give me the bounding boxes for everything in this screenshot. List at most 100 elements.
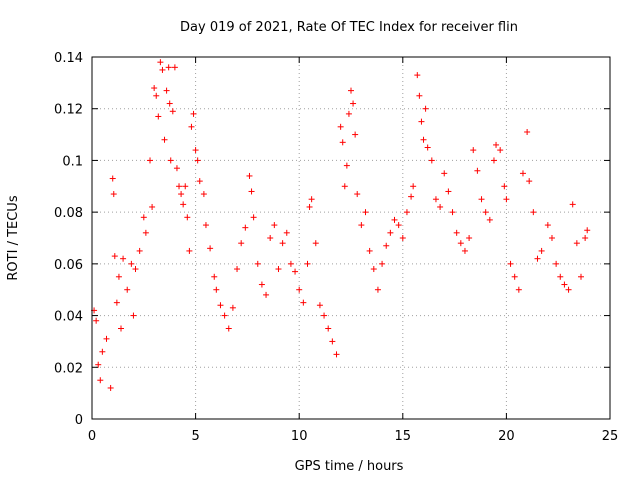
data-point: [211, 273, 218, 280]
data-point: [503, 196, 510, 203]
data-point: [445, 188, 452, 195]
plot-frame: [91, 56, 611, 420]
data-point: [132, 266, 139, 273]
data-point: [267, 235, 274, 241]
data-point: [457, 240, 464, 247]
x-tick-label: 15: [395, 429, 412, 444]
data-point: [449, 209, 456, 216]
data-point: [250, 214, 257, 221]
data-point: [159, 66, 166, 73]
data-point: [178, 191, 185, 198]
data-point: [107, 384, 114, 391]
data-point: [337, 123, 344, 130]
data-point: [490, 157, 497, 164]
data-point: [420, 136, 427, 143]
data-point: [548, 235, 555, 241]
data-point: [565, 286, 572, 293]
data-point: [341, 183, 348, 190]
data-point: [466, 235, 473, 241]
data-point: [345, 110, 352, 117]
data-point: [149, 203, 156, 210]
data-point: [387, 229, 394, 236]
data-point: [194, 157, 201, 164]
data-point: [279, 240, 286, 247]
data-point: [408, 193, 415, 200]
data-point: [374, 286, 381, 293]
data-point: [167, 157, 174, 164]
data-point: [188, 123, 195, 130]
data-point: [169, 108, 176, 115]
data-point: [418, 118, 425, 125]
data-point: [153, 92, 160, 99]
data-point: [584, 227, 591, 234]
y-tick-label: 0.1: [62, 154, 83, 169]
data-point: [124, 286, 131, 293]
data-point: [316, 302, 323, 309]
data-point: [140, 214, 147, 221]
y-tick-label: 0: [75, 413, 83, 428]
data-point: [561, 281, 568, 288]
data-point: [383, 242, 390, 249]
data-point: [339, 139, 346, 146]
data-point: [416, 92, 423, 99]
data-point: [213, 286, 220, 293]
data-point: [370, 266, 377, 273]
y-tick-label: 0.08: [54, 206, 83, 221]
data-point: [238, 240, 245, 247]
data-point: [306, 203, 313, 210]
data-point: [321, 312, 328, 319]
data-points: [91, 59, 591, 391]
data-point: [186, 247, 193, 254]
data-point: [110, 191, 117, 198]
data-point: [441, 170, 448, 177]
data-point: [348, 87, 354, 94]
data-point: [120, 255, 127, 262]
data-point: [333, 351, 340, 358]
tick-labels: 0 5 10 15 20 25 0 0.02 0.04 0.06 0.08 0.1 0.12 0.14: [54, 51, 618, 444]
data-point: [354, 191, 361, 198]
data-point: [200, 191, 207, 198]
x-tick-label: 10: [291, 429, 308, 444]
data-point: [557, 273, 564, 280]
data-point: [493, 141, 500, 148]
data-point: [184, 214, 191, 221]
data-point: [362, 209, 369, 216]
data-point: [225, 325, 232, 332]
data-point: [171, 64, 178, 71]
data-point: [242, 224, 249, 231]
x-tick-label: 5: [191, 429, 199, 444]
y-tick-label: 0.04: [54, 310, 83, 325]
data-point: [482, 209, 489, 216]
data-point: [217, 302, 224, 309]
axis-ticks: [91, 56, 611, 420]
data-point: [118, 325, 125, 332]
data-point: [99, 348, 106, 355]
chart-title: Day 019 of 2021, Rate Of TEC Index for r…: [180, 20, 518, 35]
data-point: [93, 317, 100, 324]
data-point: [352, 131, 359, 138]
data-point: [577, 273, 584, 280]
y-tick-label: 0.02: [54, 361, 83, 376]
data-point: [155, 113, 162, 120]
data-point: [312, 240, 319, 247]
data-point: [308, 196, 315, 203]
data-point: [461, 247, 468, 254]
data-point: [173, 165, 180, 172]
data-point: [414, 72, 421, 79]
data-point: [95, 361, 102, 368]
data-point: [379, 260, 386, 267]
data-point: [254, 260, 261, 267]
data-point: [136, 247, 143, 254]
data-point: [544, 222, 551, 229]
data-point: [287, 260, 294, 267]
data-point: [515, 286, 522, 293]
data-point: [147, 157, 154, 164]
data-point: [130, 312, 137, 319]
data-point: [428, 157, 435, 164]
data-point: [507, 260, 514, 267]
data-point: [163, 87, 170, 94]
x-tick-label: 0: [88, 429, 96, 444]
data-point: [470, 147, 477, 154]
data-point: [300, 299, 307, 306]
